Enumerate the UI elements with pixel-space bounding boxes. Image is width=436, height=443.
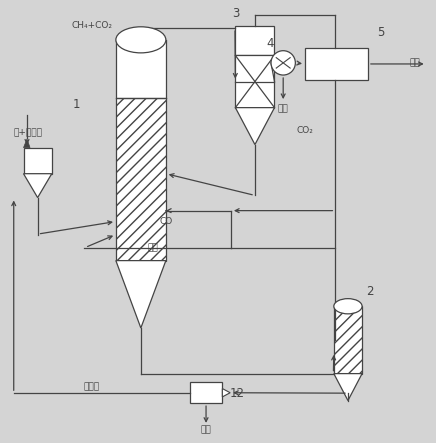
Polygon shape <box>116 260 166 328</box>
Ellipse shape <box>334 299 362 314</box>
Polygon shape <box>235 108 275 144</box>
Polygon shape <box>222 389 230 397</box>
Polygon shape <box>235 55 275 108</box>
Bar <box>116 40 166 97</box>
Text: 重油: 重油 <box>278 104 289 113</box>
Bar <box>24 148 52 174</box>
Text: CO₂: CO₂ <box>296 126 313 135</box>
Bar <box>116 97 166 260</box>
Text: 3: 3 <box>232 7 239 20</box>
Bar <box>334 306 362 373</box>
Text: 煤+催化剂: 煤+催化剂 <box>14 128 43 137</box>
Text: 2: 2 <box>366 284 374 298</box>
Circle shape <box>271 51 295 75</box>
Text: 灰渣: 灰渣 <box>201 426 211 435</box>
Text: CO: CO <box>159 217 173 226</box>
Bar <box>190 382 222 403</box>
Polygon shape <box>24 174 52 198</box>
Text: 5: 5 <box>377 26 385 39</box>
Bar <box>235 26 275 55</box>
Text: 1: 1 <box>73 97 81 111</box>
Text: 12: 12 <box>230 387 245 400</box>
Ellipse shape <box>116 27 166 53</box>
Text: CH₄+CO₂: CH₄+CO₂ <box>72 21 112 31</box>
Text: 4: 4 <box>266 37 274 50</box>
Polygon shape <box>24 139 30 148</box>
Polygon shape <box>334 373 362 400</box>
Text: 煤气: 煤气 <box>147 243 158 252</box>
Text: 催化剂: 催化剂 <box>84 382 100 391</box>
Text: 甲烷: 甲烷 <box>409 58 420 67</box>
Bar <box>305 48 368 80</box>
